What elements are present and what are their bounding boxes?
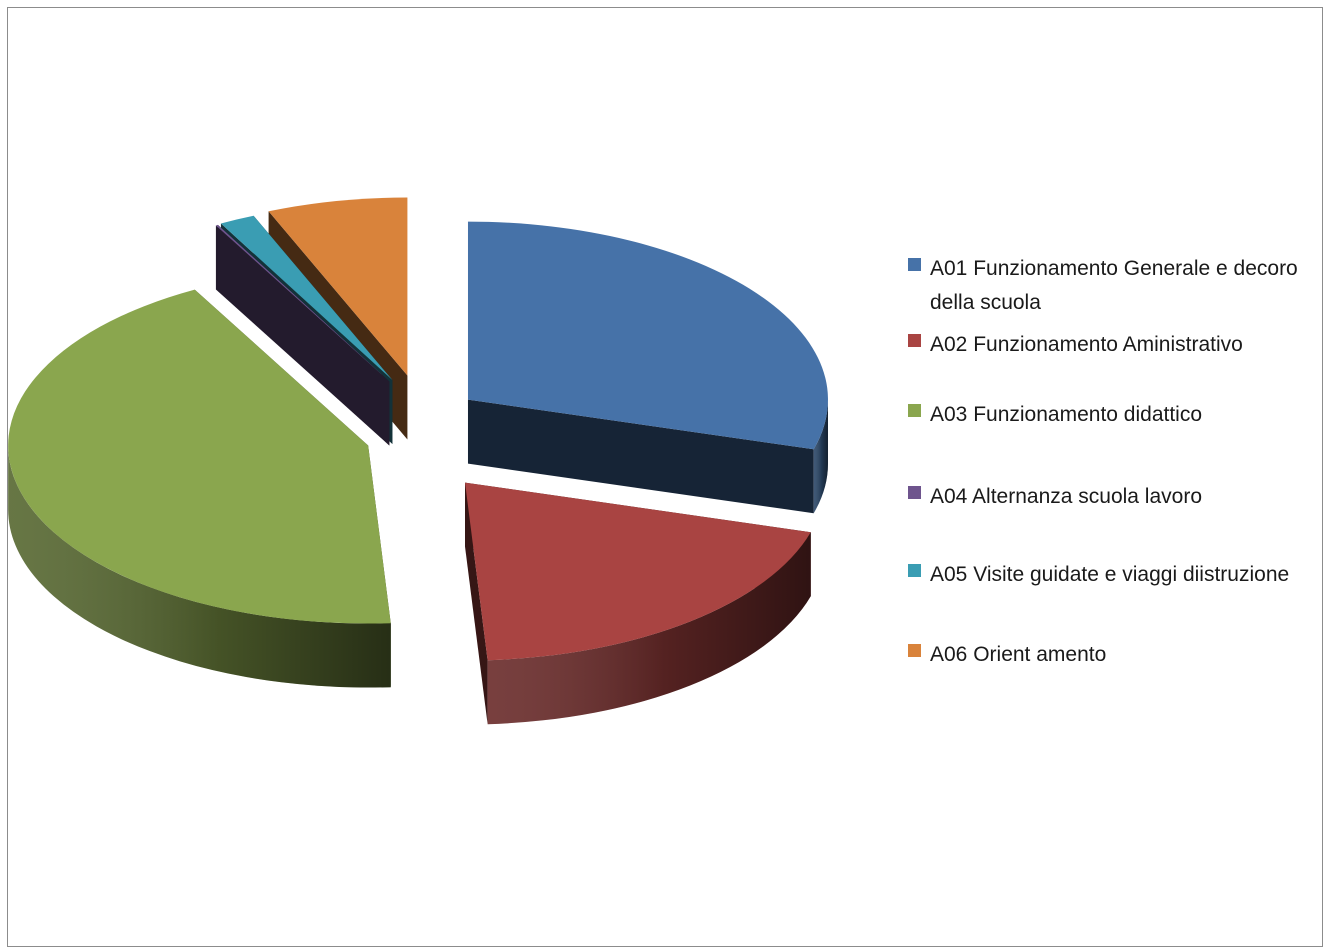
- legend-label-5: A05 Visite guidate e viaggi diistruzione: [930, 563, 1290, 586]
- legend-label-1: A01 Funzionamento Generale e decoro dell…: [930, 257, 1298, 314]
- pie-slice-6-top: [268, 197, 408, 376]
- legend-label-3: A03 Funzionamento didattico: [930, 403, 1203, 426]
- legend-label-2: A02 Funzionamento Aministrativo: [930, 333, 1243, 356]
- pie-slice-1-wall-2: [467, 399, 814, 514]
- pie-slice-1: [467, 221, 828, 514]
- legend-swatch-2: [908, 334, 921, 347]
- pie-slice-4-top: [215, 224, 390, 382]
- legend-swatch-3: [908, 404, 921, 417]
- pie-slice-5-top: [220, 215, 393, 381]
- legend-label-4: A04 Alternanza scuola lavoro: [930, 485, 1203, 508]
- pie-slice-1-top: [467, 221, 828, 450]
- pie-slice-3: [8, 289, 391, 688]
- legend-swatch-4: [908, 486, 921, 499]
- pie-slice-2-wall-2: [465, 482, 488, 725]
- pie-slice-4-wall-2: [217, 224, 390, 446]
- pie-slice-2-top: [465, 482, 811, 661]
- legend-swatch-1: [908, 258, 921, 271]
- pie-slice-1-side-shade: [813, 399, 828, 514]
- pie-slice-2: [465, 482, 811, 725]
- pie-slice-4: [215, 224, 390, 446]
- legend-swatch-6: [908, 644, 921, 657]
- legend-swatch-5: [908, 564, 921, 577]
- pie-slice-3-side-shade: [8, 445, 391, 688]
- legend-label-6: A06 Orient amento: [930, 643, 1107, 666]
- pie-slice-3-top: [8, 289, 391, 624]
- pie-slice-2-side-shade: [487, 532, 811, 725]
